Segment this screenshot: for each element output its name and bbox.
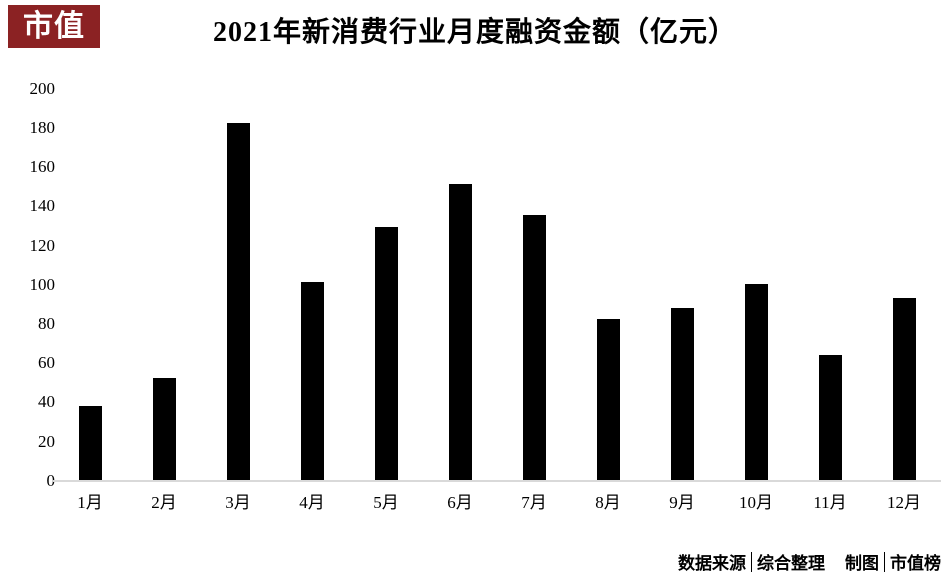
chart-maker-label: 制图 <box>845 554 879 573</box>
bar-8月 <box>596 319 620 480</box>
y-tick-label: 200 <box>29 78 56 98</box>
x-tick-label: 7月 <box>521 493 547 512</box>
bar-4月 <box>300 282 324 480</box>
x-tick-label: 5月 <box>373 493 399 512</box>
y-tick-label: 140 <box>29 196 56 216</box>
chart-title: 2021年新消费行业月度融资金额（亿元） <box>212 17 737 48</box>
x-tick-label: 11月 <box>813 493 847 512</box>
footer-divider <box>751 551 752 572</box>
x-tick-label: 2月 <box>151 493 177 512</box>
x-tick-label: 9月 <box>669 493 695 512</box>
brand-logo: 市值榜 <box>8 5 100 86</box>
y-tick-label: 40 <box>38 392 55 412</box>
x-axis-line <box>53 480 941 482</box>
x-tick-label: 6月 <box>447 493 473 512</box>
chart-maker-value: 市值榜 <box>890 554 941 573</box>
x-tick-label: 12月 <box>887 493 921 512</box>
bar-6月 <box>448 184 472 480</box>
bar-11月 <box>818 355 842 480</box>
bar-10月 <box>744 284 768 480</box>
footer-divider <box>884 551 885 572</box>
bar-2月 <box>152 378 176 480</box>
bar-1月 <box>78 406 102 480</box>
y-tick-label: 60 <box>38 353 55 373</box>
x-tick-label: 3月 <box>225 493 251 512</box>
chart-footer: 数据来源 综合整理 制图 市值榜 <box>678 549 941 574</box>
y-tick-label: 80 <box>38 313 55 333</box>
bar-12月 <box>892 298 916 480</box>
bar-5月 <box>374 227 398 480</box>
y-tick-label: 160 <box>29 157 56 177</box>
y-tick-label: 120 <box>29 235 56 255</box>
y-tick-label: 100 <box>29 274 56 294</box>
data-source-value: 综合整理 <box>757 554 825 573</box>
x-tick-label: 4月 <box>299 493 325 512</box>
data-source-label: 数据来源 <box>678 554 746 573</box>
bar-7月 <box>522 215 546 480</box>
x-tick-label: 8月 <box>595 493 621 512</box>
y-tick-label: 0 <box>46 470 56 490</box>
x-tick-label: 1月 <box>77 493 103 512</box>
x-tick-label: 10月 <box>739 493 773 512</box>
y-tick-label: 20 <box>38 431 55 451</box>
y-tick-label: 180 <box>29 117 56 137</box>
bar-9月 <box>670 308 694 480</box>
bar-3月 <box>226 123 250 480</box>
